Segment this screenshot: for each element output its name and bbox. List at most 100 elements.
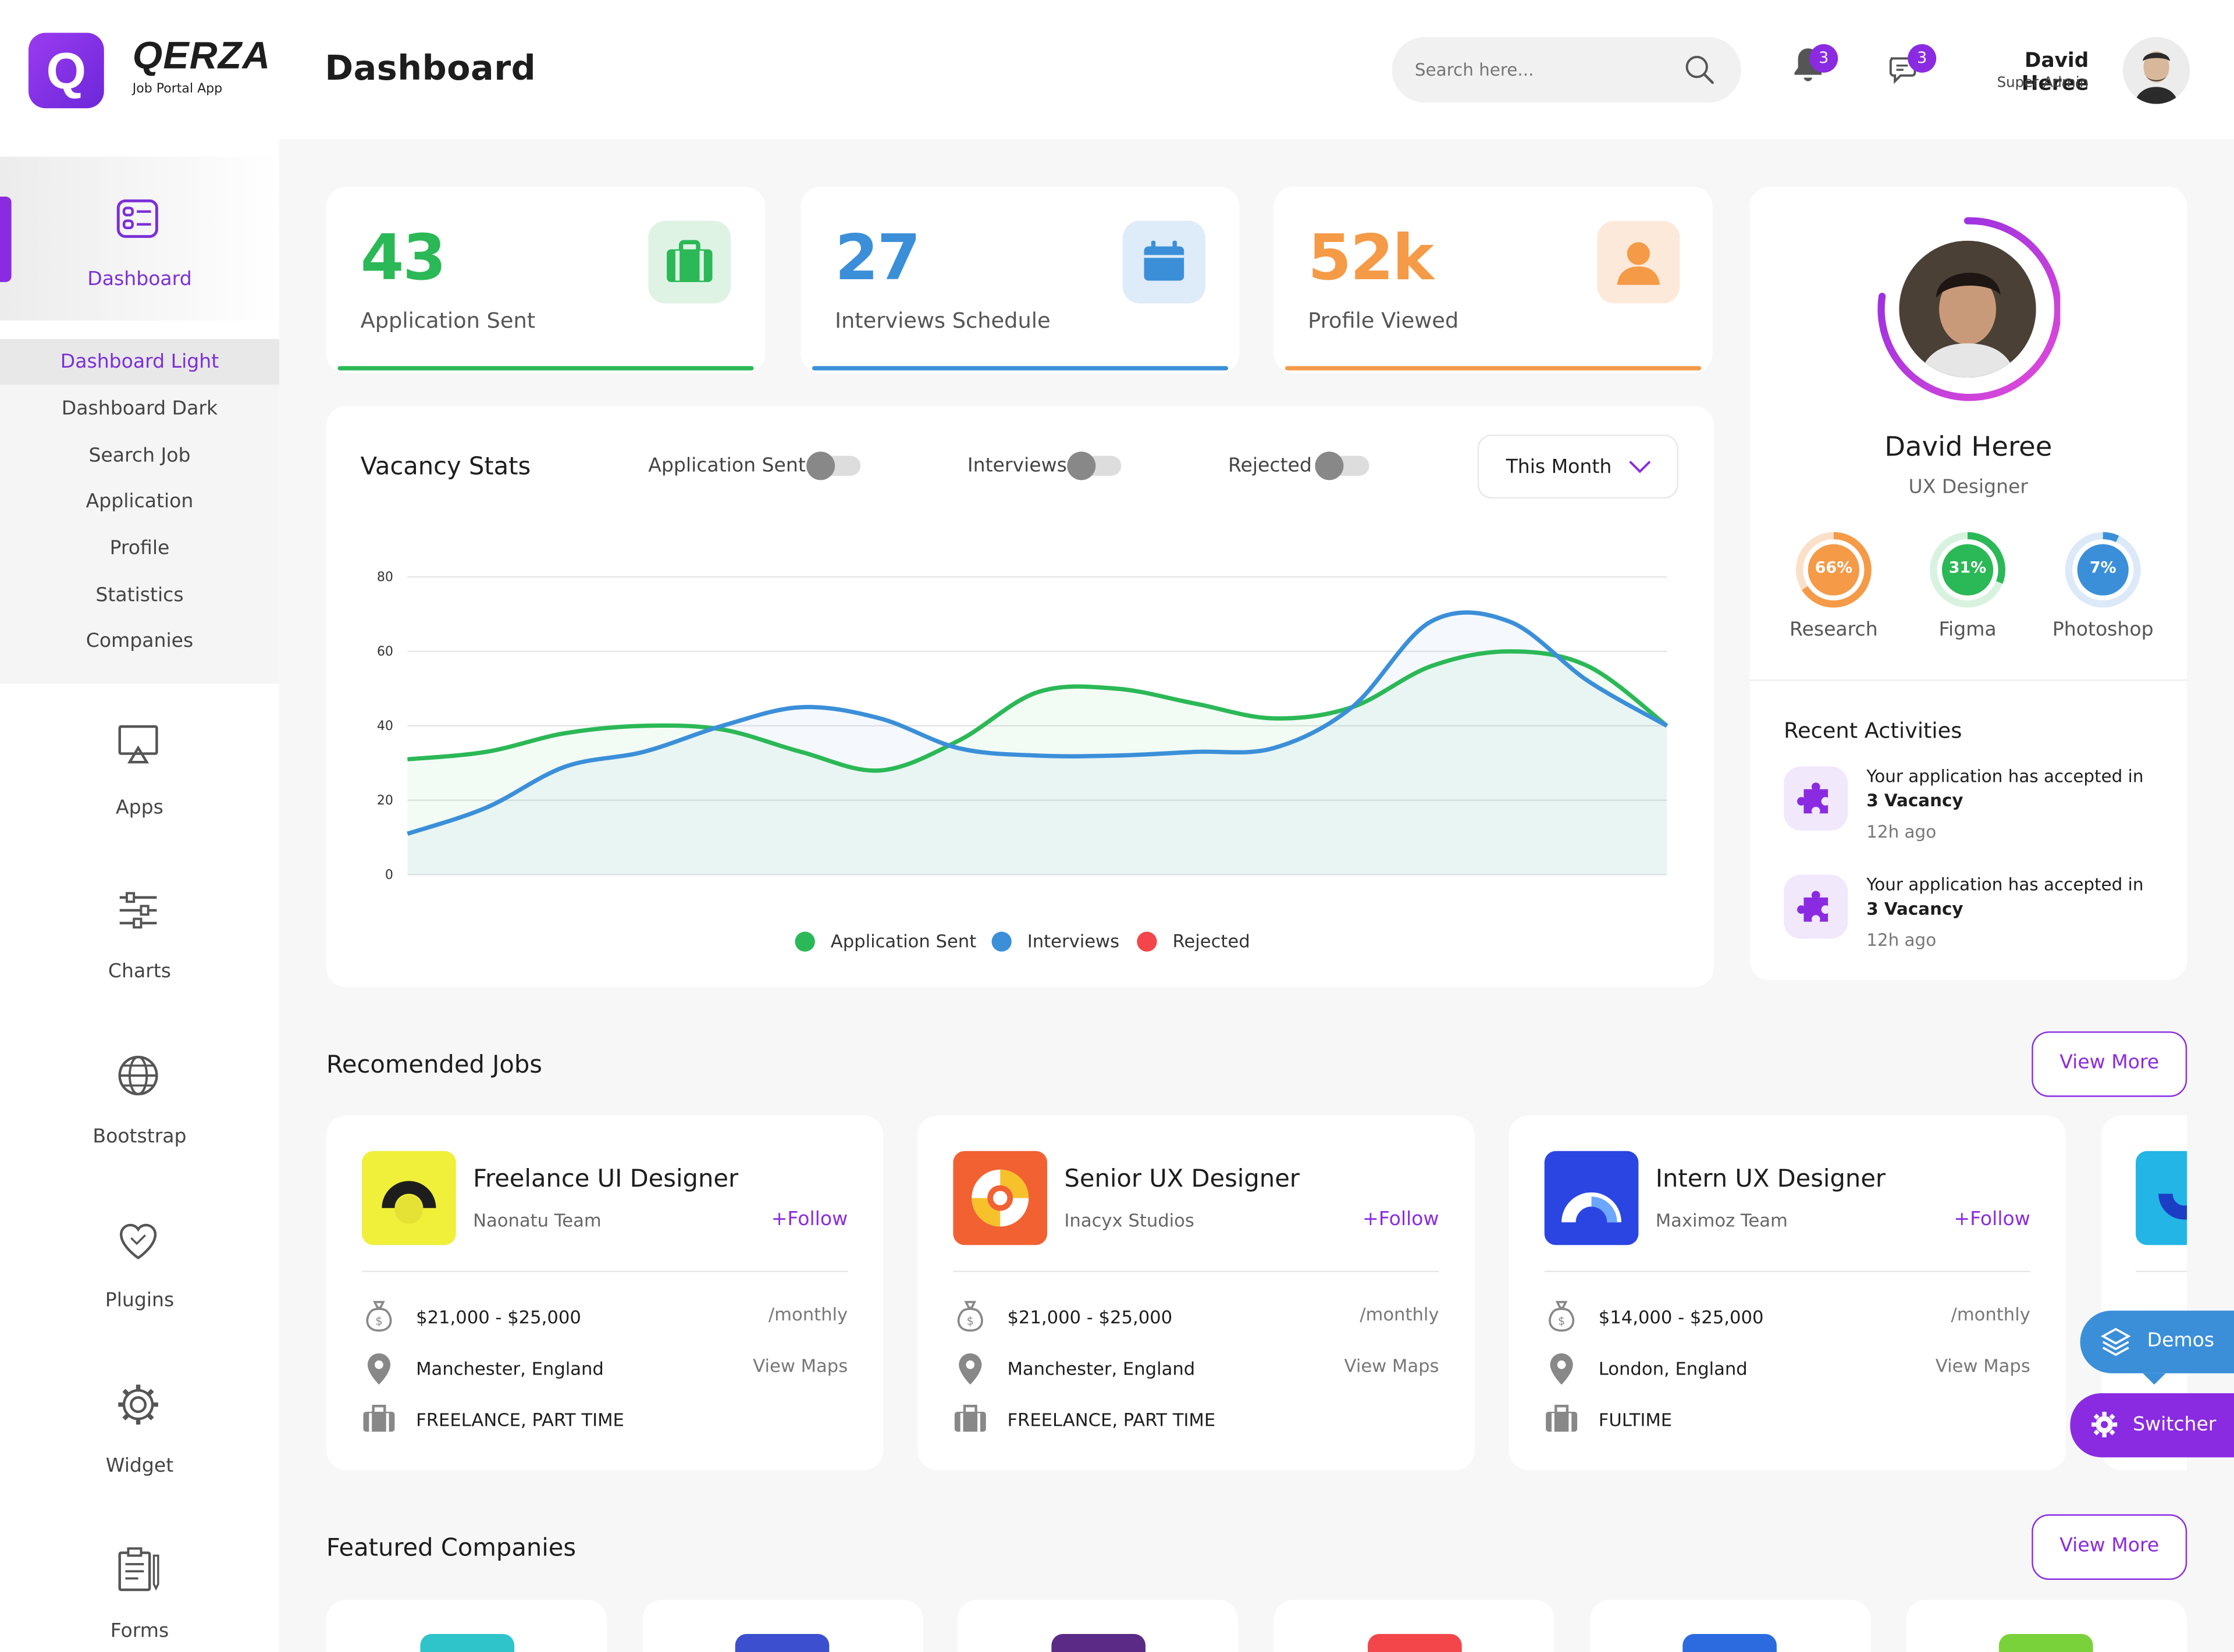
profile-photo-icon bbox=[1899, 240, 2036, 378]
activity-text-1: Your application has accepted in bbox=[1866, 766, 2144, 786]
globe-icon[interactable] bbox=[117, 1054, 159, 1096]
company-logo-icon bbox=[1368, 1634, 1462, 1652]
skill-label-research: Research bbox=[1790, 618, 1878, 642]
submenu-application[interactable]: Application bbox=[86, 490, 194, 513]
search-bar bbox=[1392, 37, 1741, 103]
heart-icon[interactable] bbox=[117, 1219, 159, 1262]
sidebar-item-plugins[interactable]: Plugins bbox=[105, 1289, 175, 1312]
stat-underline-blue bbox=[812, 366, 1229, 371]
submenu-profile[interactable]: Profile bbox=[109, 537, 170, 560]
job-period: /monthly bbox=[768, 1303, 848, 1325]
job-title[interactable]: Intern UX Designer bbox=[1655, 1165, 1886, 1194]
demos-pointer bbox=[2143, 1373, 2166, 1385]
profile-name: David Heree bbox=[1884, 432, 2052, 463]
y-tick-label: 80 bbox=[377, 570, 393, 585]
companies-view-more-button[interactable]: View More bbox=[2032, 1514, 2187, 1580]
activity-text-2: Your application has accepted in bbox=[1866, 874, 2144, 895]
chevron-down-icon bbox=[1629, 461, 1651, 473]
sidebar-item-dashboard[interactable] bbox=[0, 156, 280, 321]
profile-avatar[interactable] bbox=[1899, 240, 2036, 378]
notification-badge: 3 bbox=[1809, 44, 1838, 73]
company-logo-icon bbox=[1051, 1634, 1146, 1652]
sliders-icon[interactable] bbox=[117, 889, 159, 931]
view-maps-link[interactable]: View Maps bbox=[1344, 1354, 1439, 1376]
job-divider bbox=[1544, 1270, 2030, 1272]
job-logo-icon bbox=[1544, 1151, 1639, 1245]
gear-icon bbox=[2091, 1411, 2118, 1438]
svg-text:$: $ bbox=[375, 1315, 382, 1328]
skill-ring-research bbox=[1795, 532, 1872, 608]
job-divider bbox=[953, 1270, 1439, 1272]
series-line bbox=[407, 610, 1669, 836]
toggle-applications[interactable] bbox=[806, 451, 861, 480]
job-salary: $14,000 - $25,000 bbox=[1598, 1306, 1764, 1328]
period-select-value: This Month bbox=[1506, 455, 1612, 479]
demos-button[interactable]: Demos bbox=[2080, 1311, 2234, 1373]
job-title[interactable]: Senior UX Designer bbox=[1064, 1165, 1300, 1194]
avatar[interactable] bbox=[2123, 37, 2190, 104]
toggle-interviews[interactable] bbox=[1067, 451, 1122, 480]
period-select[interactable]: This Month bbox=[1477, 434, 1678, 499]
view-maps-link[interactable]: View Maps bbox=[1935, 1354, 2030, 1376]
sidebar-item-widget[interactable]: Widget bbox=[105, 1454, 174, 1477]
skill-value-photoshop: 7% bbox=[2089, 558, 2116, 577]
legend-dot-rejected bbox=[1137, 931, 1157, 952]
y-tick-label: 0 bbox=[385, 868, 393, 882]
profile-role: UX Designer bbox=[1908, 475, 2028, 499]
company-logo-icon bbox=[735, 1634, 830, 1652]
follow-button[interactable]: +Follow bbox=[771, 1208, 848, 1231]
toggle-label-interviews: Interviews bbox=[967, 454, 1067, 478]
activities-title: Recent Activities bbox=[1784, 718, 1962, 744]
switcher-button[interactable]: Switcher bbox=[2070, 1393, 2234, 1458]
stat-label-profile-views: Profile Viewed bbox=[1308, 307, 1459, 334]
stat-value-interviews: 27 bbox=[835, 222, 921, 295]
svg-text:$: $ bbox=[1558, 1315, 1565, 1328]
demos-label: Demos bbox=[2147, 1329, 2215, 1352]
layers-icon bbox=[2100, 1327, 2131, 1357]
active-indicator bbox=[0, 196, 12, 282]
job-type: FREELANCE, PART TIME bbox=[416, 1409, 624, 1430]
jobs-view-more-button[interactable]: View More bbox=[2032, 1031, 2187, 1097]
svg-text:$: $ bbox=[967, 1315, 974, 1328]
follow-button[interactable]: +Follow bbox=[1363, 1208, 1439, 1231]
sidebar-item-dashboard-label: Dashboard bbox=[87, 268, 192, 291]
switcher-label: Switcher bbox=[2133, 1413, 2217, 1436]
sidebar-item-charts[interactable]: Charts bbox=[108, 960, 172, 983]
job-title[interactable]: Freelance UI Designer bbox=[473, 1165, 739, 1194]
legend-label-rejected: Rejected bbox=[1172, 930, 1250, 952]
follow-button[interactable]: +Follow bbox=[1954, 1208, 2030, 1231]
toggle-rejected[interactable] bbox=[1315, 451, 1369, 480]
search-input[interactable] bbox=[1414, 37, 1671, 103]
view-maps-link[interactable]: View Maps bbox=[753, 1354, 848, 1376]
sidebar-item-apps[interactable]: Apps bbox=[116, 796, 163, 820]
clipboard-icon[interactable] bbox=[117, 1547, 159, 1593]
logo[interactable]: Q bbox=[28, 33, 104, 109]
sidebar-item-bootstrap[interactable]: Bootstrap bbox=[93, 1125, 187, 1148]
job-salary: $21,000 - $25,000 bbox=[1007, 1306, 1173, 1328]
job-type: FREELANCE, PART TIME bbox=[1007, 1409, 1216, 1430]
stat-underline-green bbox=[337, 366, 754, 371]
logo-letter: Q bbox=[46, 41, 87, 100]
series-area bbox=[407, 612, 1667, 875]
monitor-icon[interactable] bbox=[117, 724, 159, 766]
sidebar-item-forms[interactable]: Forms bbox=[110, 1619, 169, 1643]
page-title: Dashboard bbox=[325, 48, 536, 88]
toggle-label-rejected: Rejected bbox=[1228, 454, 1312, 478]
location-pin-icon bbox=[367, 1353, 391, 1385]
submenu-search-job[interactable]: Search Job bbox=[88, 444, 191, 468]
submenu-companies[interactable]: Companies bbox=[86, 629, 194, 653]
money-bag-icon: $ bbox=[366, 1301, 392, 1332]
briefcase-icon bbox=[1546, 1404, 1578, 1432]
submenu-statistics[interactable]: Statistics bbox=[95, 584, 184, 607]
stat-underline-orange bbox=[1285, 366, 1702, 371]
series-line bbox=[407, 649, 1669, 773]
submenu-dashboard-dark[interactable]: Dashboard Dark bbox=[61, 397, 218, 421]
legend-dot-applications bbox=[795, 931, 815, 952]
briefcase-icon bbox=[363, 1404, 395, 1432]
gear-icon[interactable] bbox=[117, 1383, 159, 1426]
activity-bold-2: 3 Vacancy bbox=[1866, 899, 1963, 919]
vacancy-title: Vacancy Stats bbox=[360, 453, 531, 482]
job-company: Inacyx Studios bbox=[1064, 1209, 1194, 1231]
search-icon[interactable] bbox=[1684, 54, 1716, 86]
submenu-dashboard-light[interactable]: Dashboard Light bbox=[0, 339, 280, 385]
